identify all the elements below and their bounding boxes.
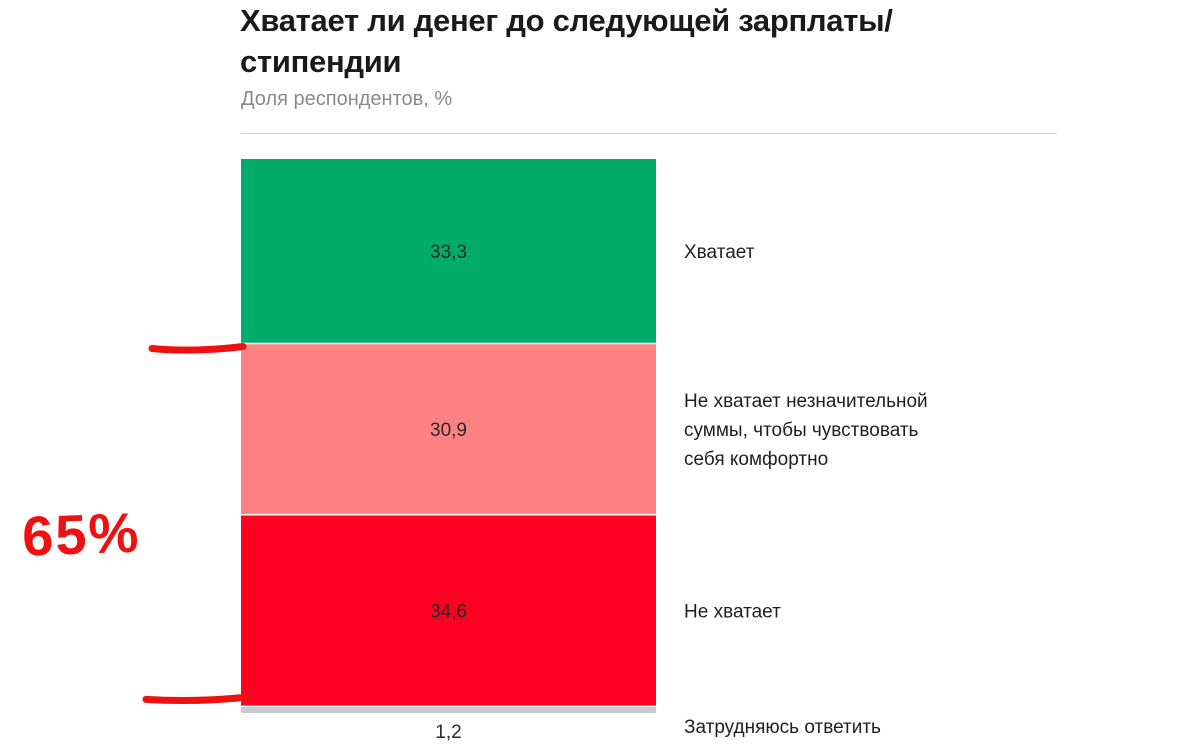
annotation-text: 65% [21, 501, 141, 568]
bar-segment-3 [241, 514, 656, 707]
category-label-2-line-2: суммы, чтобы чувствовать [684, 420, 919, 441]
chart-subtitle: Доля респондентов, % [241, 88, 453, 110]
category-label-1: Хватает [684, 242, 755, 263]
title-divider [241, 133, 1057, 134]
category-label-3: Не хватает [684, 602, 781, 623]
category-label-2-line-3: себя комфортно [684, 449, 828, 470]
bar-segment-4 [241, 706, 656, 713]
annotation-bracket-bottom [142, 693, 249, 705]
chart-title: Хватает ли денег до следующей зарплаты/ … [240, 3, 893, 79]
bar-value-label-3: 34,6 [430, 602, 467, 623]
annotation-bracket-top [148, 343, 247, 354]
category-label-2-line-1: Не хватает незначительной [684, 391, 928, 412]
category-label-4: Затрудняюсь ответить [684, 717, 881, 738]
bar-segment-1 [241, 159, 656, 344]
bar-value-label-1: 33,3 [430, 242, 467, 263]
bar-value-label-2: 30,9 [430, 420, 467, 441]
bar-value-label-4: 1,2 [435, 722, 461, 743]
bar-segment-2 [241, 343, 656, 515]
